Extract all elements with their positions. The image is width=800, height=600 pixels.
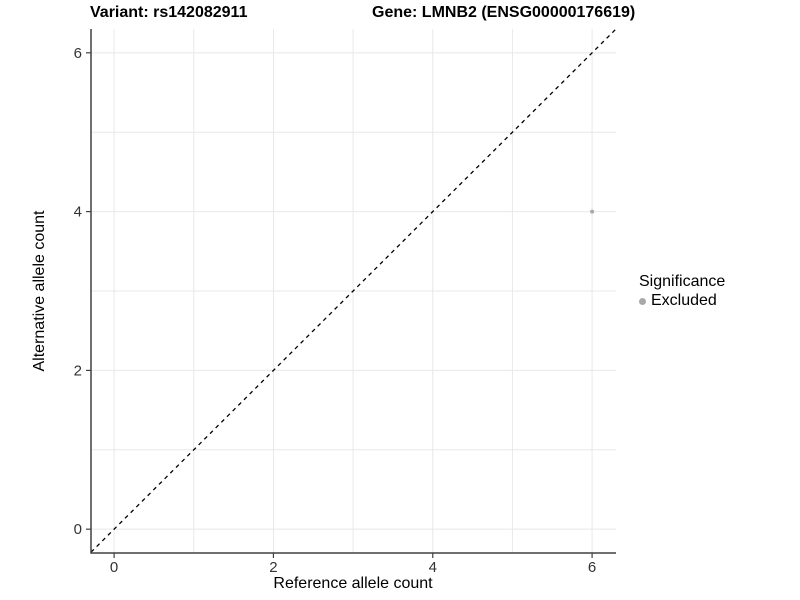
x-axis-label: Reference allele count: [273, 575, 433, 592]
legend-item-label: Excluded: [651, 292, 717, 309]
x-tick-label: 2: [269, 559, 277, 576]
data-point: [590, 209, 595, 214]
x-tick-label: 0: [110, 559, 118, 576]
excluded-point-icon: [639, 297, 646, 305]
y-tick-label: 6: [74, 45, 82, 62]
y-tick-label: 2: [74, 362, 82, 379]
y-axis-label: Alternative allele count: [31, 210, 48, 372]
legend-title: Significance: [639, 273, 726, 290]
legend: Significance Excluded: [639, 273, 725, 310]
y-tick-label: 0: [74, 521, 82, 538]
gene-title: Gene: LMNB2 (ENSG00000176619): [372, 4, 636, 21]
x-tick-label: 6: [588, 559, 596, 576]
legend-item-excluded: Excluded: [639, 292, 725, 310]
x-tick-label: 4: [429, 559, 437, 576]
y-tick-label: 4: [74, 204, 82, 221]
variant-title: Variant: rs142082911: [90, 4, 248, 21]
identity-line: [90, 28, 617, 553]
